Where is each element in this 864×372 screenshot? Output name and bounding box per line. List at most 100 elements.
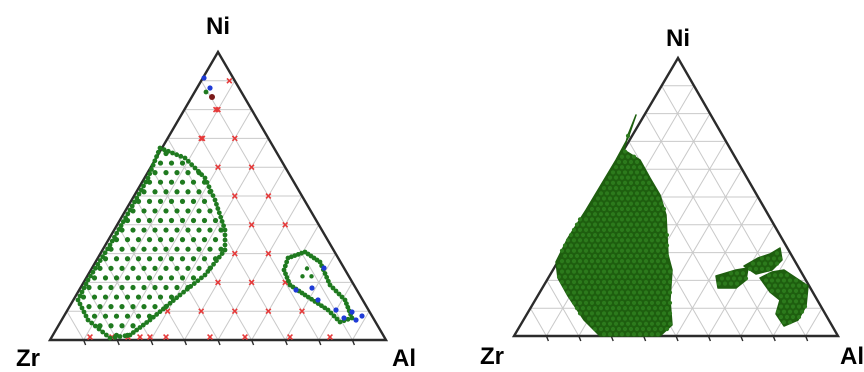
green-point xyxy=(85,317,91,323)
green-point xyxy=(135,313,142,319)
green-point xyxy=(185,189,191,195)
blue-point xyxy=(293,287,299,293)
red-point xyxy=(164,308,171,315)
green-point xyxy=(282,263,288,269)
green-point xyxy=(168,217,175,224)
edge-tick xyxy=(740,335,744,342)
green-point xyxy=(222,247,228,253)
red-point xyxy=(87,334,93,340)
green-point xyxy=(108,323,114,329)
edge-tick xyxy=(545,335,550,342)
green-point xyxy=(109,238,115,244)
green-point xyxy=(208,265,214,271)
green-point xyxy=(125,211,131,217)
red-point xyxy=(287,334,293,340)
green-point xyxy=(147,171,153,177)
vertex-label-zr-left: Zr xyxy=(16,345,40,372)
green-point xyxy=(152,284,158,291)
green-point xyxy=(207,227,213,233)
red-point xyxy=(327,334,333,340)
edge-ticks-right xyxy=(545,335,809,342)
red-point xyxy=(231,135,238,142)
green-point xyxy=(337,319,343,325)
green-point xyxy=(157,217,164,224)
green-point xyxy=(108,284,114,291)
green-point xyxy=(113,294,120,300)
red-point xyxy=(282,221,289,228)
green-point xyxy=(75,297,81,303)
green-point xyxy=(165,148,171,154)
green-point xyxy=(137,325,143,330)
green-point xyxy=(328,310,334,316)
green-point xyxy=(143,179,149,185)
edge-tick xyxy=(183,339,188,346)
green-point xyxy=(135,237,142,243)
green-point xyxy=(135,217,142,224)
green-point xyxy=(141,265,147,271)
green-point xyxy=(203,89,209,95)
green-point xyxy=(108,265,114,271)
green-point xyxy=(324,274,330,280)
edge-tick xyxy=(284,339,288,346)
red-point xyxy=(199,135,206,142)
green-point xyxy=(333,288,339,294)
green-point xyxy=(152,304,158,310)
green-point xyxy=(174,208,180,214)
green-point xyxy=(163,284,169,291)
green-point xyxy=(179,217,186,224)
blue-point xyxy=(341,315,347,321)
green-point xyxy=(164,303,170,309)
green-point xyxy=(218,246,224,252)
green-point xyxy=(91,275,98,281)
green-point xyxy=(190,198,197,204)
green-point xyxy=(135,294,142,300)
green-point xyxy=(124,294,131,300)
edge-tick xyxy=(318,339,322,346)
grid-line xyxy=(546,280,580,337)
green-point xyxy=(190,237,197,243)
red-point xyxy=(215,279,221,286)
green-point xyxy=(199,172,205,178)
green-point xyxy=(141,208,147,214)
green-point xyxy=(154,312,160,317)
green-point xyxy=(185,158,191,164)
green-point xyxy=(179,179,186,185)
green-point xyxy=(140,322,146,328)
green-point xyxy=(331,313,337,319)
green-point xyxy=(191,281,197,286)
green-point xyxy=(91,313,98,319)
green-point xyxy=(202,175,208,181)
green-point xyxy=(152,158,158,164)
green-point xyxy=(122,333,128,339)
grid-line xyxy=(66,310,85,341)
green-point xyxy=(152,170,158,176)
green-point xyxy=(179,256,186,262)
green-point xyxy=(119,284,125,291)
green-point xyxy=(174,295,180,301)
green-region-small xyxy=(743,247,783,275)
red-point xyxy=(163,334,169,340)
green-point xyxy=(157,160,164,166)
green-point xyxy=(281,267,287,273)
vertex-label-ni-left: Ni xyxy=(206,13,230,40)
green-point xyxy=(174,170,180,176)
green-point xyxy=(168,160,175,166)
grid-line xyxy=(740,252,791,337)
edge-tick xyxy=(578,335,582,342)
edge-tick xyxy=(82,339,87,346)
green-point xyxy=(206,184,212,190)
green-point xyxy=(97,284,103,291)
green-point xyxy=(174,189,180,195)
grid-line xyxy=(116,224,185,341)
vertex-label-al-left: Al xyxy=(392,345,416,372)
red-point xyxy=(231,193,238,199)
green-point xyxy=(185,170,191,176)
green-point xyxy=(342,297,348,303)
green-point xyxy=(102,313,109,319)
red-point xyxy=(248,221,255,228)
dark-red-point xyxy=(209,94,215,100)
vertex-label-ni-right: Ni xyxy=(666,25,690,52)
green-point xyxy=(124,256,131,262)
red-point xyxy=(207,334,213,340)
green-point xyxy=(119,323,125,329)
